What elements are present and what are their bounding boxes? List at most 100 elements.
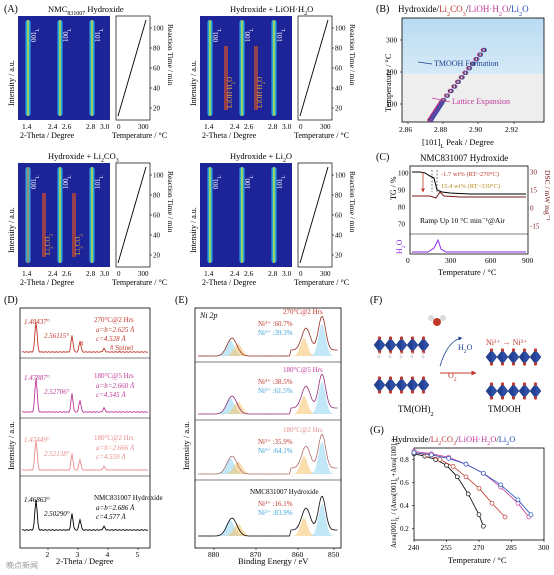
panel-a-rtick-label: 60 bbox=[335, 65, 343, 73]
panel-c-h2o-curve bbox=[412, 238, 526, 253]
panel-e-fit-component bbox=[307, 504, 337, 536]
panel-f-h2o-arrow bbox=[439, 336, 463, 367]
panel-g-point bbox=[476, 512, 482, 518]
panel-b-point bbox=[467, 66, 473, 71]
panel-d-peak1: 1.46863° bbox=[24, 496, 50, 504]
panel-e-fit-component bbox=[212, 520, 248, 536]
panel-a-xlabel: 2-Theta / Degree bbox=[202, 131, 257, 140]
panel-e-fit-component bbox=[220, 524, 256, 536]
panel-g-ytick-label: 0.8 bbox=[400, 456, 409, 464]
panel-b-point bbox=[469, 61, 475, 66]
panel-f-octahedron-shade bbox=[530, 350, 536, 364]
panel-b-ylabel: Temperature / °C bbox=[383, 53, 393, 112]
panel-g-xlabel: Temperature / °C bbox=[448, 555, 507, 565]
panel-a-xtick-label: 1.4 bbox=[22, 122, 32, 131]
panel-a-peak-label: 101L bbox=[276, 29, 287, 43]
panel-g-frame bbox=[413, 447, 545, 541]
panel-f-octahedron-shade bbox=[385, 378, 391, 392]
panel-g-xtick-label: 270 bbox=[473, 543, 485, 552]
panel-d: (D) 270°C@2 Hrs 1.48437° 2.56115° a=b=2.625… bbox=[4, 295, 163, 570]
panel-a-xtick-label: 2.8 bbox=[268, 269, 278, 278]
panel-c-ylabel-right: DSC / mW mg⁻¹ bbox=[543, 170, 552, 221]
panel-f-o-site bbox=[399, 336, 404, 340]
panel-a-peak-label: 001L bbox=[30, 176, 41, 190]
panel-b-point bbox=[471, 61, 476, 66]
panel-g-point bbox=[480, 523, 486, 529]
panel-f-o-site bbox=[421, 376, 426, 380]
panel-c-ramp: Ramp Up 10 °C min⁻¹@Air bbox=[420, 216, 505, 225]
panel-e-fit-component bbox=[289, 518, 319, 536]
panel-c-ytick-left: 90 bbox=[398, 187, 406, 195]
panel-a-sub-title: Hydroxide + LiOH·H2O bbox=[230, 4, 313, 17]
panel-g-point bbox=[498, 482, 504, 488]
panel-d-spinel-mark: # bbox=[80, 340, 84, 348]
panel-c-ylabel-left: TG / % bbox=[389, 176, 398, 200]
panel-g-point bbox=[489, 500, 495, 506]
panel-e-fit-component bbox=[307, 382, 337, 414]
panel-d-lattice-a: a=b=2.660 Å bbox=[96, 382, 135, 390]
panel-f-octahedron-shade bbox=[418, 338, 424, 352]
panel-g-point bbox=[446, 456, 452, 461]
panel-a-ttick-label: 300 bbox=[138, 270, 149, 278]
panel-d-xtick-label: 5 bbox=[136, 550, 140, 559]
panel-e-xtick-label: 860 bbox=[292, 550, 304, 559]
panel-a-peak-streak bbox=[25, 167, 31, 263]
panel-a-xtick-label: 1.4 bbox=[204, 122, 214, 131]
panel-a-rtick-label: 20 bbox=[335, 252, 343, 260]
panel-f-left-label: TM(OH)2 bbox=[398, 404, 434, 418]
panel-a-peak-label: 101L bbox=[94, 29, 105, 43]
panel-a-ylabel: Intensity / a.u. bbox=[189, 207, 198, 253]
panel-b-xlabel: [101]L Peak / Degree bbox=[422, 137, 494, 150]
panel-a-peak-streak bbox=[239, 20, 245, 116]
panel-a-rtick-label: 100 bbox=[153, 172, 164, 180]
panel-a-xtick-label: 1.4 bbox=[204, 269, 214, 278]
panel-a-rlabel: Reaction Time / min bbox=[166, 171, 175, 233]
panel-a-xtick-label: 2.6 bbox=[244, 269, 254, 278]
panel-c-frame bbox=[409, 165, 529, 255]
panel-a-xtick-label: 3.0 bbox=[100, 122, 110, 131]
panel-g-point bbox=[528, 512, 534, 518]
panel-a-ttick-label: 0 bbox=[299, 123, 303, 131]
panel-a: (A) NMC831007 Hydroxide 001L 100L 101L 20 40 6… bbox=[4, 4, 357, 287]
panel-e-fit-component bbox=[289, 396, 319, 414]
panel-b-tmooh-region bbox=[402, 18, 544, 74]
panel-d-lattice-a: a=b=2.686 Å bbox=[96, 504, 135, 512]
panel-a-temp-line bbox=[117, 166, 147, 264]
panel-b-points bbox=[427, 47, 487, 123]
panel-a-ttick-label: 0 bbox=[299, 270, 303, 278]
panel-a-peak-label: 101L bbox=[94, 176, 105, 190]
panel-f-o-site bbox=[388, 376, 393, 380]
panel-d-lattice-c: c=4.559 Å bbox=[96, 453, 126, 461]
panel-b-frame bbox=[401, 17, 545, 123]
panel-f-o-site bbox=[399, 350, 404, 354]
panel-a-peak-streak bbox=[271, 20, 277, 116]
panel-c-xtick-label: 600 bbox=[485, 256, 497, 265]
panel-d-ylabel: Intensity / a.u. bbox=[6, 421, 16, 470]
panel-f-hydrogen-atom-2 bbox=[440, 315, 446, 321]
panel-c-ytick-right: 30 bbox=[530, 169, 538, 177]
panel-d-peak2: 2.52138° bbox=[44, 450, 70, 458]
panel-e-ni2-label: Ni²⁺ :61.5% bbox=[258, 387, 293, 395]
panel-g-point bbox=[463, 474, 469, 480]
panel-d-peak2: 2.52706° bbox=[44, 388, 70, 396]
panel-g-point bbox=[476, 485, 482, 491]
panel-c-xtick-label: 0 bbox=[406, 256, 410, 265]
panel-a-peak-streak bbox=[57, 167, 63, 263]
panel-a-temp-line bbox=[117, 19, 147, 117]
panel-f-o-site bbox=[377, 336, 382, 340]
panel-a-sub-4: Hydroxide + Li2O 001L 100L 101L 20 40 60 80 100 R… bbox=[189, 151, 357, 287]
panel-a-sub-3: Hydroxide + Li2CO3 001L 100L 101L Li2CO3 Li2C… bbox=[7, 151, 175, 287]
panel-f-octahedron-shade bbox=[519, 384, 525, 398]
panel-b-point bbox=[478, 52, 484, 57]
panel-b-point bbox=[449, 88, 454, 94]
panel-a-rtick-label: 100 bbox=[335, 25, 346, 33]
panel-d-frame bbox=[19, 307, 151, 549]
panel-b-point bbox=[480, 47, 486, 53]
panel-g-title: Hydroxide/Li2CO3/LiOH·H2O/Li2O bbox=[392, 434, 515, 447]
panel-a-ttick-label: 300 bbox=[138, 123, 149, 131]
panel-a-peak-label: 101L bbox=[276, 176, 287, 190]
panel-c-ytick-right: -15 bbox=[530, 223, 540, 231]
panel-a-peak-label: 100L bbox=[62, 29, 73, 43]
panel-f-o-site bbox=[511, 362, 516, 366]
panel-g-point bbox=[454, 474, 460, 480]
